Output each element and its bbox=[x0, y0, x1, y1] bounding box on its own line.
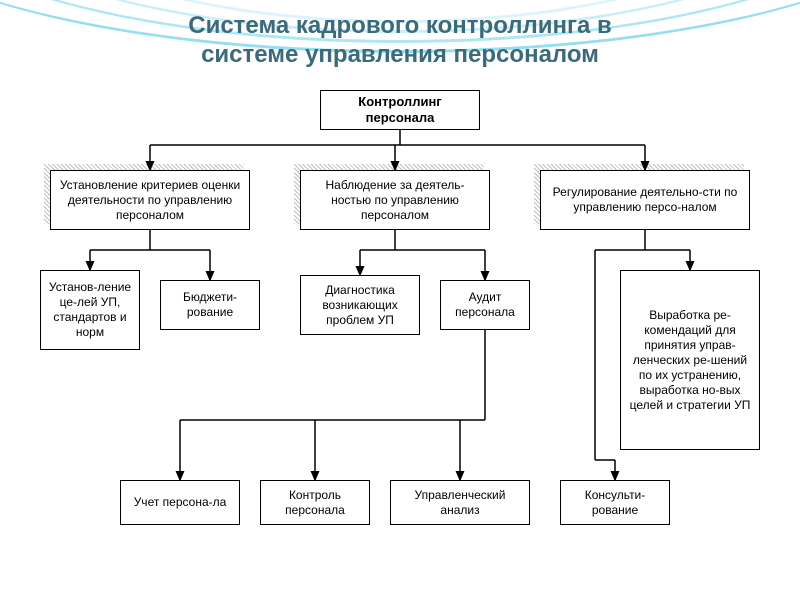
box-root: Контроллинг персонала bbox=[320, 90, 480, 130]
box-c2: Консульти-рование bbox=[560, 480, 670, 525]
box-b2a: Учет персона-ла bbox=[120, 480, 240, 525]
box-b2c: Управленческий анализ bbox=[390, 480, 530, 525]
box-a: Установление критериев оценки деятельнос… bbox=[50, 170, 250, 230]
title-line-2: системе управления персоналом bbox=[201, 41, 599, 68]
box-a2: Бюджети-рование bbox=[160, 280, 260, 330]
box-b2b: Контроль персонала bbox=[260, 480, 370, 525]
box-b2: Аудит персонала bbox=[440, 280, 530, 330]
slide-title: Система кадрового контроллинга в системе… bbox=[0, 0, 800, 70]
title-line-1: Система кадрового контроллинга в bbox=[188, 12, 612, 39]
box-b1: Диагностика возникающих проблем УП bbox=[300, 275, 420, 335]
box-c1: Выработка ре-комендаций для принятия упр… bbox=[620, 270, 760, 450]
box-a1: Установ-ление це-лей УП, стандартов и но… bbox=[40, 270, 140, 350]
box-c: Регулирование деятельно-сти по управлени… bbox=[540, 170, 750, 230]
box-b: Наблюдение за деятель-ностью по управлен… bbox=[300, 170, 490, 230]
diagram-canvas: Контроллинг персонала Установление критер… bbox=[0, 0, 800, 600]
